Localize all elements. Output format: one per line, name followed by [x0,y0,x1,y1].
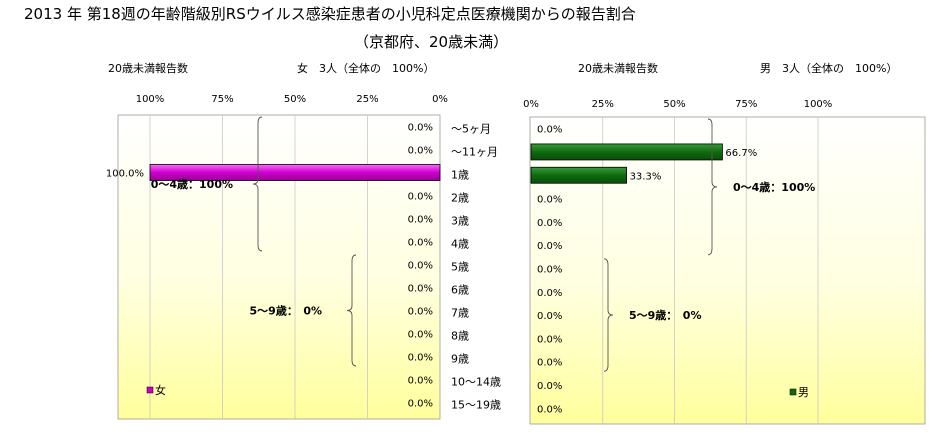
left-data-label-12: 0.0% [408,399,433,410]
right-legend-label: 男 [798,386,809,399]
right-panel: 20歳未満報告数 男 3人（全体の 100%） 0% 25% 50% 75% 100% … [523,61,926,425]
right-tick-2: 50% [663,99,685,110]
category-label-12: 15～19歳 [451,399,501,412]
category-label-5: 4歳 [451,238,469,251]
left-data-label-4: 0.0% [408,215,433,226]
left-data-label-11: 0.0% [408,376,433,387]
right-brace-0 [707,118,718,256]
left-data-label-8: 0.0% [408,307,433,318]
left-data-label-3: 0.0% [408,192,433,203]
left-panel: 20歳未満報告数 女 3人（全体の 100%） 0%25%50%75%100% … [106,61,448,420]
right-data-label-11: 0.0% [537,381,562,392]
left-data-label-7: 0.0% [408,284,433,295]
right-data-label-5: 0.0% [537,241,562,252]
left-header-count: 20歳未満報告数 [108,62,188,75]
right-data-label-8: 0.0% [537,311,562,322]
right-data-label-6: 0.0% [537,264,562,275]
right-tick-3: 75% [735,99,757,110]
right-tick-4: 100% [804,99,833,110]
category-label-9: 8歳 [451,330,469,343]
right-header-total: 男 3人（全体の 100%） [760,61,897,75]
right-legend-swatch [789,388,797,396]
right-tick-1: 25% [592,99,614,110]
left-data-labels: 0.0% 0.0% 100.0% 0.0% 0.0% 0.0% 0.0% 0.0% 0.0% 0.… [106,123,433,410]
right-data-labels: 0.0% 66.7% 33.3% 0.0% 0.0% 0.0% 0.0% 0.0% 0.0% 0.… [537,125,757,416]
category-label-8: 7歳 [451,307,469,320]
chart-subtitle: （京都府、20歳未満） [354,33,508,51]
left-data-label-9: 0.0% [408,330,433,341]
left-bar-2 [149,164,441,181]
left-tick-labels: 0% 25% 50% 75% 100% [136,94,448,105]
right-data-label-2: 33.3% [630,171,662,182]
left-annotation-0: 0～4歳：100% [151,177,233,191]
right-bar-1 [530,143,723,161]
category-label-10: 9歳 [451,353,469,366]
right-data-label-4: 0.0% [537,218,562,229]
right-bars [530,143,723,184]
category-label-0: ～5ヶ月 [451,123,491,136]
right-tick-0: 0% [523,99,539,110]
category-label-1: ～11ヶ月 [451,146,498,159]
category-labels: ～5ヶ月 ～11ヶ月 1歳 2歳 3歳 4歳 5歳 6歳 7歳 8歳 9歳 10～14歳 15～19歳 [451,123,501,412]
right-plot-area [529,116,926,425]
left-data-label-10: 0.0% [408,353,433,364]
category-label-7: 6歳 [451,284,469,297]
category-label-4: 3歳 [451,215,469,228]
right-data-label-7: 0.0% [537,288,562,299]
category-label-6: 5歳 [451,261,469,274]
right-header-count: 20歳未満報告数 [578,62,658,75]
left-brace-0 [252,116,263,252]
right-brace-1 [603,258,614,372]
right-data-label-9: 0.0% [537,334,562,345]
left-legend: 女 [146,383,166,397]
left-legend-label: 女 [155,383,166,397]
left-data-label-6: 0.0% [408,261,433,272]
category-label-3: 2歳 [451,192,469,205]
right-data-label-3: 0.0% [537,195,562,206]
left-tick-3: 75% [211,94,233,105]
right-annotation-0: 0～4歳：100% [733,180,815,194]
right-data-label-12: 0.0% [537,404,562,415]
left-tick-1: 25% [356,94,378,105]
left-tick-2: 50% [284,94,306,105]
left-plot-area [117,114,441,420]
right-annotation-1: 5～9歳： 0% [629,308,701,322]
right-data-label-1: 66.7% [725,148,757,159]
left-tick-0: 0% [432,94,448,105]
right-data-label-0: 0.0% [537,125,562,136]
right-legend: 男 [789,386,809,399]
left-brace-1 [346,254,357,367]
left-tick-4: 100% [136,94,165,105]
left-data-label-0: 0.0% [408,123,433,134]
left-legend-swatch [146,386,154,394]
category-label-11: 10～14歳 [451,376,501,389]
left-annotation-1: 5～9歳： 0% [250,304,322,318]
right-data-label-10: 0.0% [537,358,562,369]
right-annotations: 0～4歳：100% 5～9歳： 0% [603,118,815,372]
left-data-label-2: 100.0% [106,169,144,180]
right-tick-labels: 0% 25% 50% 75% 100% [523,99,832,110]
category-label-2: 1歳 [451,169,469,182]
left-header-total: 女 3人（全体の 100%） [297,61,434,75]
chart-title: 2013 年 第18週の年齢階級別RSウイルス感染症患者の小児科定点医療機関から… [24,5,636,23]
right-bar-2 [530,166,627,184]
left-bars [149,164,441,181]
left-data-label-5: 0.0% [408,238,433,249]
left-annotations: 0～4歳：100% 5～9歳： 0% [151,116,357,367]
left-data-label-1: 0.0% [408,146,433,157]
